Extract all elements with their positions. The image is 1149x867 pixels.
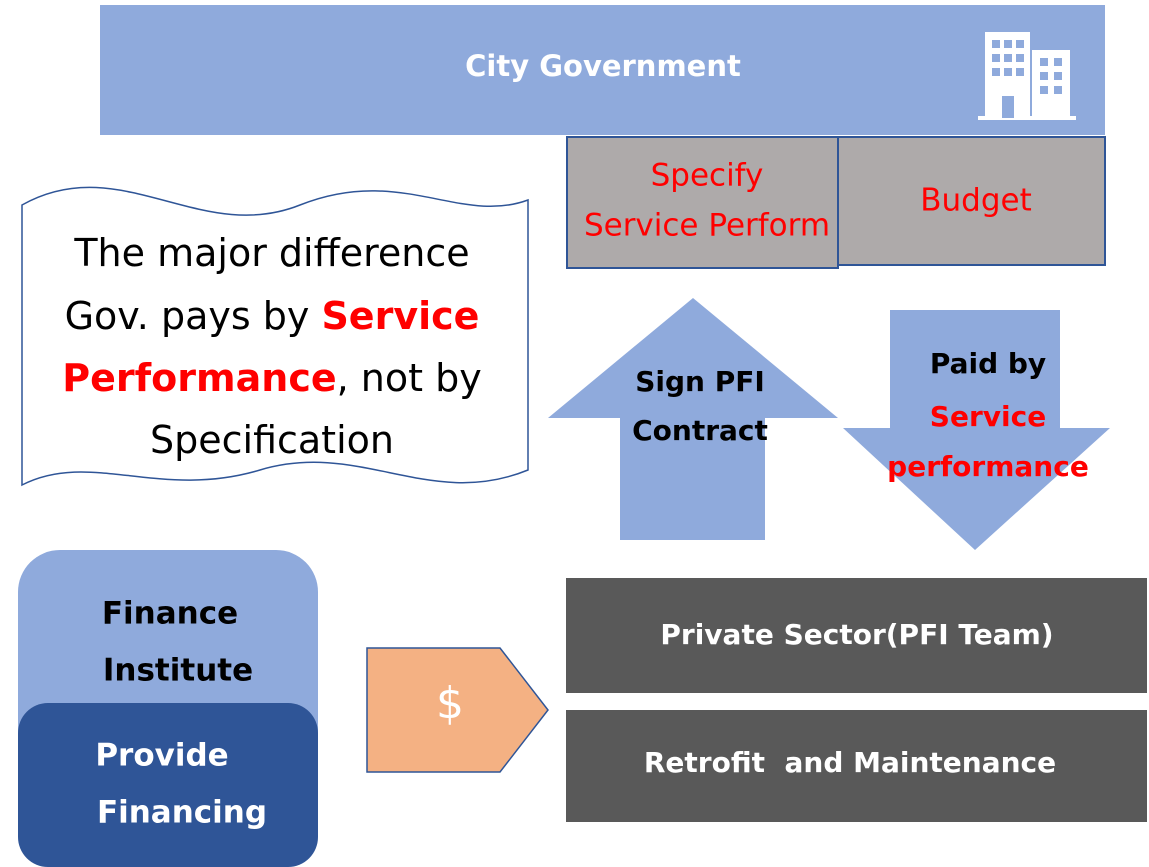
note-text-part: Specification (150, 418, 394, 462)
budget-box (837, 136, 1106, 266)
provide-financing-box (18, 703, 318, 867)
note-line: Performance, not by (62, 356, 481, 400)
down-arrow (843, 310, 1110, 550)
money-tag (366, 647, 549, 773)
provide-financing-line: Financing (97, 795, 267, 831)
private-sector-box (566, 578, 1147, 693)
note-line: Gov. pays by Service (65, 294, 480, 338)
building-icon (978, 32, 1076, 120)
retrofit-box (566, 710, 1147, 822)
private-sector-label: Private Sector(PFI Team) (660, 618, 1053, 651)
down-arrow-line: Service (930, 400, 1046, 433)
note-text-part: Performance (62, 356, 336, 400)
note-text: The major difference Gov. pays by Service… (62, 231, 481, 462)
note-shape (21, 186, 529, 487)
up-arrow-line: Contract (632, 414, 768, 447)
money-symbol: $ (436, 678, 464, 729)
note-line: Specification (150, 418, 394, 462)
up-arrow (548, 298, 838, 540)
note-text-part: The major difference (73, 231, 469, 275)
note-text-part: , not by (337, 356, 482, 400)
note-text-part: Gov. pays by (65, 294, 322, 338)
finance-institute-line: Institute (103, 653, 253, 689)
specify-box (566, 136, 839, 269)
retrofit-label: Retrofit and Maintenance (644, 746, 1056, 779)
down-arrow-text: Paid by Service performance (887, 347, 1089, 483)
city-government-title: City Government (465, 49, 741, 83)
down-arrow-line: Paid by (930, 347, 1046, 380)
specify-line: Service Perform (584, 208, 830, 244)
provide-financing-line: Provide (95, 738, 228, 774)
specify-line: Specify (651, 158, 764, 194)
note-text-part: Service (321, 294, 479, 338)
budget-label: Budget (920, 183, 1032, 219)
note-line: The major difference (73, 231, 469, 275)
up-arrow-line: Sign PFI (635, 365, 765, 398)
down-arrow-line: performance (887, 450, 1089, 483)
city-government-bar (100, 5, 1105, 135)
finance-institute-line: Finance (102, 596, 238, 632)
